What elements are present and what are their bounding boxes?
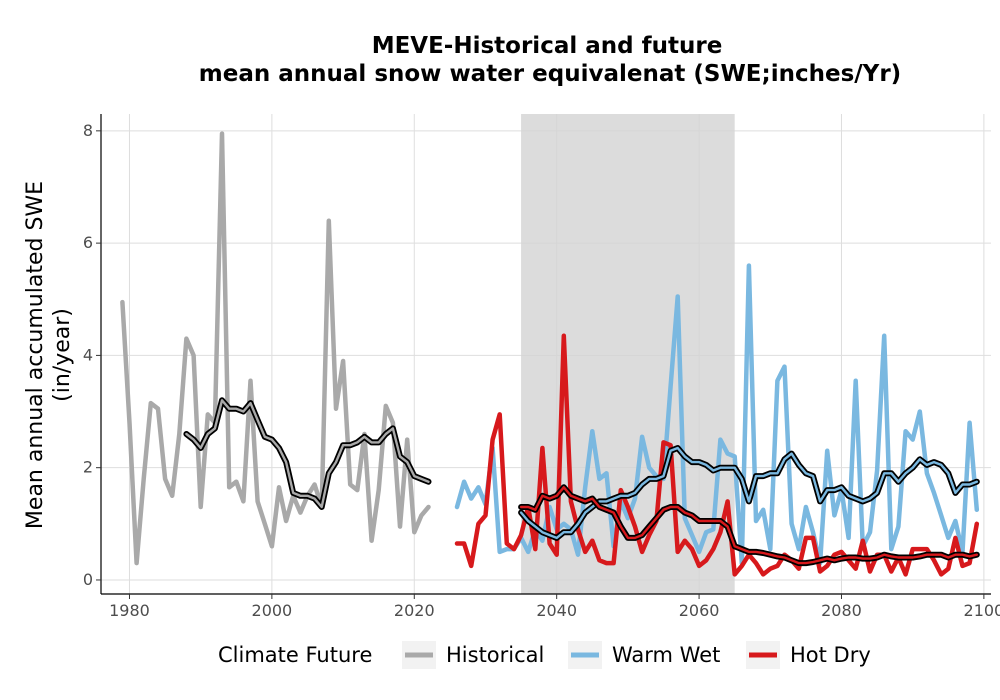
series-line-hot-dry-smoothed — [519, 486, 978, 565]
y-tick-label: 4 — [83, 345, 93, 364]
x-tick-label: 2000 — [252, 601, 293, 620]
series-line-hot-dry — [454, 333, 980, 577]
y-tick-label: 6 — [83, 233, 93, 252]
legend-label-historical: Historical — [446, 643, 544, 667]
series-line-historical-smoothed — [185, 399, 430, 509]
legend-label-warm-wet: Warm Wet — [612, 643, 720, 667]
chart-title-line1: MEVE-Historical and future — [372, 33, 723, 59]
x-tick-label: 1980 — [109, 601, 150, 620]
x-tick-label: 2040 — [536, 601, 577, 620]
y-axis-label-line1: Mean annual accumulated SWE — [23, 181, 48, 529]
y-axis-label-sub: (in/year) — [50, 308, 75, 402]
y-axis-label: Mean annual accumulated SWE — [23, 181, 48, 529]
chart-title-line2: mean annual snow water equivalenat (SWE;… — [199, 61, 901, 87]
y-axis-label-line2: (in/year) — [50, 308, 75, 402]
y-tick-label: 8 — [83, 121, 93, 140]
x-tick-label: 2080 — [821, 601, 862, 620]
x-tick-label: 2100 — [964, 601, 1000, 620]
y-tick-label: 2 — [83, 458, 93, 477]
plot-area: 0 2 4 6 8 1980 2000 2020 2040 2060 2080 2100 — [83, 114, 1000, 620]
legend: Climate Future Historical Warm Wet Hot Dry — [218, 641, 871, 669]
legend-label-hot-dry: Hot Dry — [790, 643, 871, 667]
series-line-historical — [120, 131, 431, 566]
x-tick-label: 2060 — [679, 601, 720, 620]
x-tick-label: 2020 — [394, 601, 435, 620]
y-tick-label: 0 — [83, 570, 93, 589]
legend-title: Climate Future — [218, 643, 372, 667]
